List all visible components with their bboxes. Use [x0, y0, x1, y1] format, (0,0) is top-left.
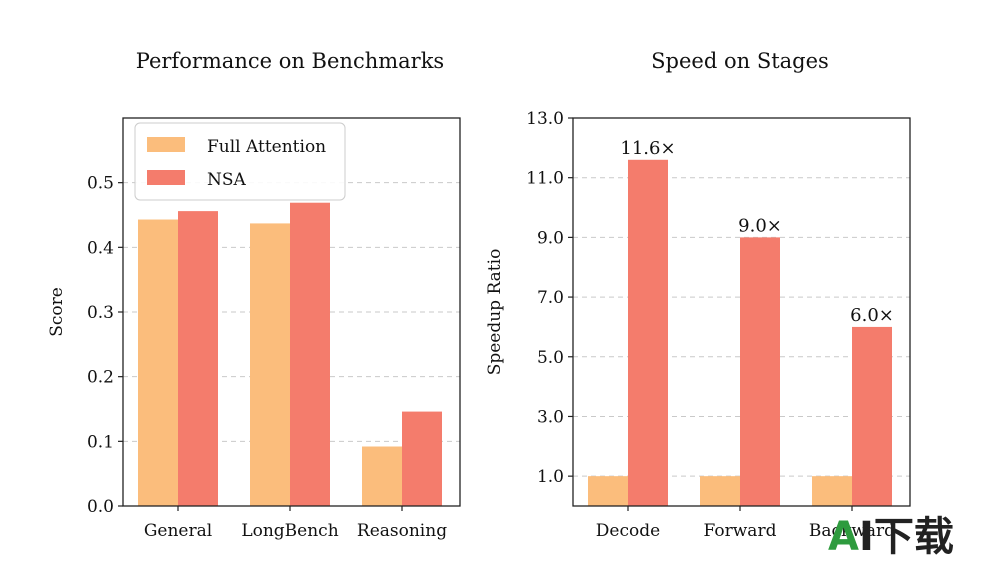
- legend-label-nsa: NSA: [207, 170, 247, 190]
- bar-nsa-backward: [852, 326, 892, 506]
- y-tick-label: 0.5: [87, 174, 114, 194]
- legend: Full Attention NSA: [134, 122, 346, 201]
- data-label: 9.0×: [738, 215, 782, 236]
- y-axis-label: Speedup Ratio: [485, 249, 505, 376]
- bar-nsa-general: [178, 211, 218, 506]
- y-tick-label: 3.0: [537, 407, 564, 427]
- chart-title: Performance on Benchmarks: [136, 49, 444, 73]
- y-tick-label: 1.0: [537, 467, 564, 487]
- bar-full-attention-reasoning: [362, 446, 402, 506]
- y-tick-label: 7.0: [537, 288, 564, 308]
- legend-label-full-attention: Full Attention: [207, 137, 326, 157]
- data-label: 6.0×: [850, 305, 894, 326]
- x-tick-label: Forward: [704, 521, 777, 541]
- y-tick-label: 0.3: [87, 303, 114, 323]
- y-axis-label: Score: [47, 287, 67, 337]
- y-tick-label: 0.1: [87, 432, 114, 452]
- bar-full-attention-longbench: [250, 223, 290, 506]
- x-tick-label: Decode: [596, 521, 660, 541]
- bar-full-attention-decode: [588, 476, 628, 506]
- y-tick-label: 13.0: [526, 109, 564, 129]
- x-tick-label: Backward: [809, 521, 895, 541]
- bar-full-attention-backward: [812, 476, 852, 506]
- x-tick-label: General: [144, 521, 212, 541]
- bar-nsa-forward: [740, 237, 780, 506]
- plot-frame: [122, 117, 461, 507]
- y-tick-label: 9.0: [537, 228, 564, 248]
- legend-swatch-full-attention: [147, 137, 185, 152]
- bar-nsa-reasoning: [402, 411, 442, 506]
- benchmark-chart: Performance on Benchmarks Score 0.0 0.1 0.…: [47, 49, 461, 541]
- bar-full-attention-forward: [700, 476, 740, 506]
- y-tick-label: 5.0: [537, 348, 564, 368]
- bar-nsa-decode: [628, 159, 668, 507]
- data-label: 11.6×: [620, 138, 675, 159]
- bar-full-attention-general: [138, 219, 178, 506]
- x-tick-label: Reasoning: [357, 521, 447, 541]
- bar-nsa-longbench: [290, 202, 330, 507]
- speed-chart: Speed on Stages Speedup Ratio 11.6× 9.0× 6…: [485, 49, 911, 541]
- chart-title: Speed on Stages: [651, 49, 829, 73]
- y-tick-label: 0.2: [87, 368, 114, 388]
- y-tick-label: 0.4: [87, 238, 114, 258]
- watermark-logo: AI下载: [828, 514, 954, 560]
- x-tick-label: LongBench: [241, 521, 338, 541]
- plot-frame: [572, 117, 911, 507]
- y-tick-label: 11.0: [526, 169, 564, 189]
- legend-swatch-nsa: [147, 170, 185, 185]
- y-tick-label: 0.0: [87, 497, 114, 517]
